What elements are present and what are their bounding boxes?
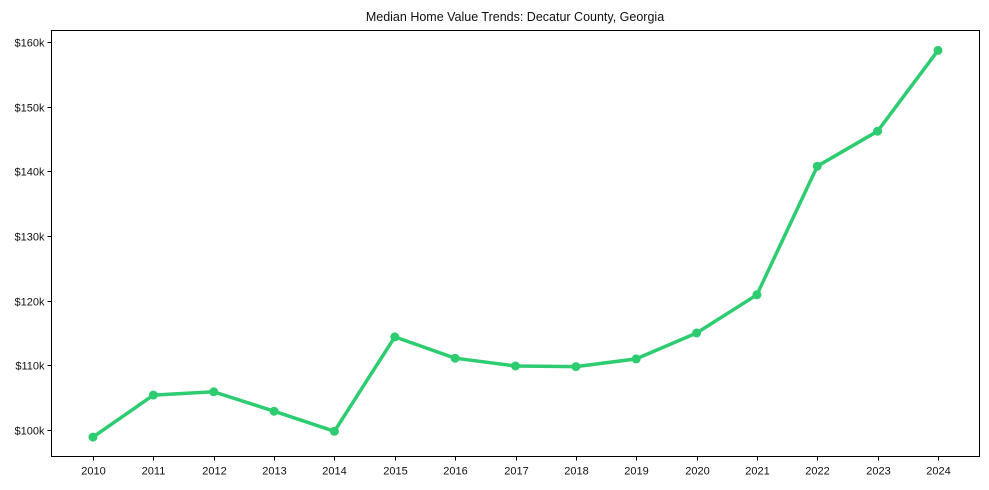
data-point-marker: [631, 354, 641, 364]
plot-frame: [51, 30, 980, 457]
x-tick-label: 2020: [685, 466, 709, 478]
x-tick-label: 2012: [202, 466, 226, 478]
data-point-marker: [692, 328, 702, 338]
y-tick-label: $130k: [15, 232, 45, 244]
x-tick-label: 2011: [142, 466, 166, 478]
x-tick-label: 2023: [866, 466, 890, 478]
y-tick-label: $110k: [15, 361, 45, 373]
data-point-marker: [148, 390, 158, 400]
x-tick-label: 2021: [745, 466, 769, 478]
data-point-marker: [269, 406, 279, 416]
plot-area: [88, 45, 943, 442]
x-tick-label: 2014: [322, 466, 346, 478]
x-tick-label: 2018: [564, 466, 588, 478]
series-line: [91, 48, 940, 439]
y-tick-label: $150k: [15, 103, 45, 115]
x-tick-label: 2022: [805, 466, 829, 478]
data-point-marker: [571, 362, 581, 372]
y-tick-label: $160k: [15, 38, 45, 50]
data-point-marker: [933, 45, 943, 55]
x-tick-label: 2016: [443, 466, 467, 478]
x-tick-label: 2010: [81, 466, 105, 478]
x-tick-label: 2013: [262, 466, 286, 478]
x-axis: 2010 2011 2012 2013 2014 2015 2016 2017 2018 2019…: [81, 456, 951, 478]
data-point-marker: [209, 387, 219, 397]
y-tick-label: $140k: [15, 167, 45, 179]
data-point-marker: [88, 432, 98, 442]
chart-title: Median Home Value Trends: Decatur County…: [366, 10, 664, 24]
data-point-marker: [511, 361, 520, 371]
data-point-marker: [390, 332, 400, 342]
x-tick-label: 2015: [383, 466, 407, 478]
data-point-marker: [873, 126, 883, 136]
x-tick-label: 2017: [504, 466, 528, 478]
data-point-marker: [329, 426, 339, 436]
data-point-marker: [812, 161, 822, 171]
x-tick-label: 2019: [624, 466, 648, 478]
data-point-marker: [450, 353, 460, 363]
data-point-marker: [752, 290, 762, 300]
y-axis: $100k $110k $120k $130k $140k $150k $160k: [15, 38, 52, 438]
x-tick-label: 2024: [926, 466, 950, 478]
y-tick-label: $100k: [15, 426, 45, 438]
y-tick-label: $120k: [15, 297, 45, 309]
